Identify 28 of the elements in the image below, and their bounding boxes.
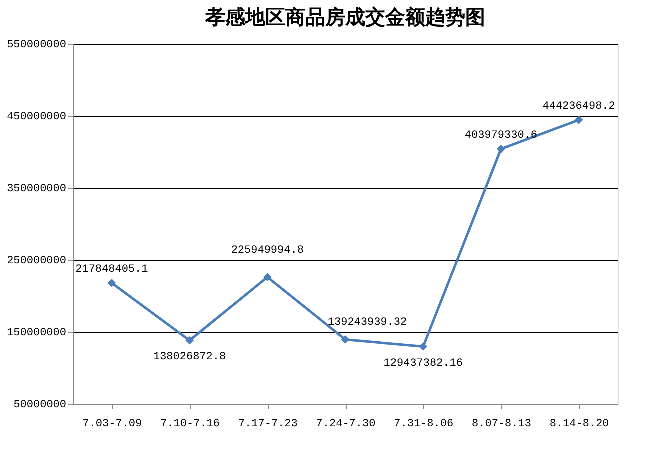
point [341,336,350,344]
data-label: 403979330.6 [464,130,538,142]
data-label: 444236498.2 [542,101,616,114]
y-tick-label: 550000000 [7,40,66,52]
x-tick-label: 7.24-7.30 [316,418,376,430]
y-tick-label: 50000000 [14,400,66,412]
point [497,144,506,154]
x-tick-label: 7.31-8.06 [394,418,454,430]
data-label: 139243939.32 [328,317,408,329]
chart-title: 孝感地区商品房成交金额趋势图 [204,5,486,29]
y-tick-label: 250000000 [7,256,66,268]
x-tick-label: 7.10-7.16 [160,418,220,430]
point [186,336,194,345]
data-label: 217848405.1 [76,264,149,276]
y-tick-label: 450000000 [7,112,66,124]
point [263,273,272,282]
x-tick-label: 8.07-8.13 [472,418,532,430]
data-label: 129437382.16 [384,358,463,370]
y-tick-label: 150000000 [7,328,66,340]
data-label: 138026872.8 [153,352,226,364]
data-label: 225949994.8 [231,245,304,257]
point [108,278,116,288]
x-tick-label: 7.17-7.23 [238,418,298,430]
point [574,116,584,124]
y-tick-label: 350000000 [7,184,66,196]
x-tick-label: 8.14-8.20 [550,418,610,430]
point [419,342,428,351]
x-tick-label: 7.03-7.09 [82,418,142,430]
